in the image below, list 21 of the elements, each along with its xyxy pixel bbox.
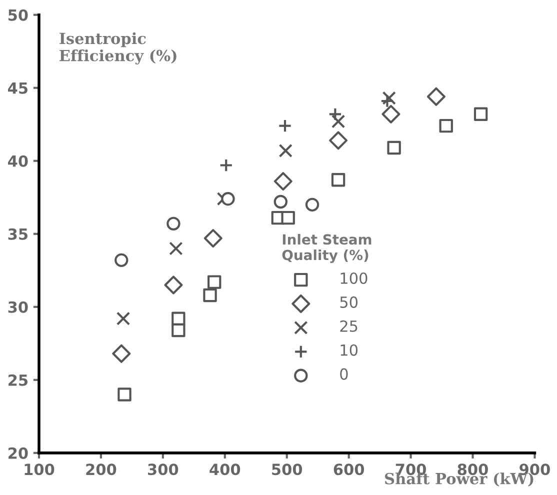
x-tick-label: 200 xyxy=(86,464,116,476)
x-tick-label: 400 xyxy=(210,464,240,476)
legend-label: 100 xyxy=(340,272,368,284)
x-tick-label: 500 xyxy=(272,464,302,476)
y-tick-label: 45 xyxy=(8,82,28,94)
y-tick-label: 30 xyxy=(8,301,28,313)
legend-label: 25 xyxy=(340,320,358,332)
legend-label: 50 xyxy=(340,296,358,308)
y-tick-label: 40 xyxy=(8,155,28,167)
x-tick-label: 800 xyxy=(458,464,488,476)
y-tick-label: 35 xyxy=(8,228,28,240)
x-tick-label: 300 xyxy=(148,464,178,476)
y-tick-label: 25 xyxy=(8,374,28,386)
legend-title: Inlet Steam Quality (%) xyxy=(282,234,372,264)
x-tick-label: 600 xyxy=(334,464,364,476)
y-tick-label: 20 xyxy=(8,447,28,459)
y-tick-label: 50 xyxy=(8,9,28,21)
y-axis-title: Isentropic Efficiency (%) xyxy=(60,32,176,64)
x-tick-label: 100 xyxy=(24,464,54,476)
legend-label: 10 xyxy=(340,344,358,356)
legend-label: 0 xyxy=(340,368,348,380)
